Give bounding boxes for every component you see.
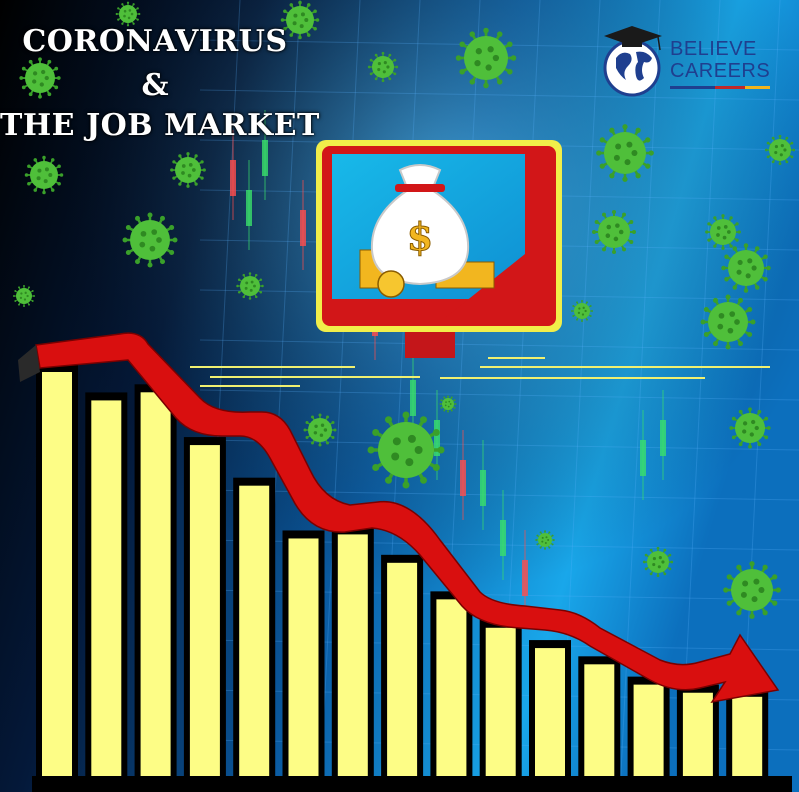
virus-icon xyxy=(122,212,178,268)
background-candle xyxy=(522,530,528,620)
monitor-neck xyxy=(405,330,455,358)
background-candle xyxy=(230,130,236,220)
believe-careers-logo: BELIEVE CAREERS xyxy=(600,18,785,98)
background-candle xyxy=(660,390,666,480)
globe-graduation-cap-icon xyxy=(603,26,662,97)
logo-line-2: CAREERS xyxy=(670,60,771,82)
virus-icon xyxy=(729,407,771,449)
logo-underline xyxy=(670,86,770,89)
background-candle xyxy=(300,180,306,270)
virus-particles xyxy=(13,0,796,619)
virus-icon xyxy=(367,411,445,489)
virus-icon xyxy=(115,1,141,27)
virus-icon xyxy=(723,561,781,619)
bar xyxy=(233,477,276,778)
virus-icon xyxy=(170,152,206,188)
monitor: $ xyxy=(316,140,562,358)
virus-icon xyxy=(721,243,771,293)
decline-arrow-body xyxy=(35,332,780,704)
virus-icon xyxy=(535,530,555,550)
virus-icon xyxy=(764,134,796,166)
title-line-2: & xyxy=(141,68,169,103)
bar xyxy=(627,676,670,778)
logo-line-1: BELIEVE xyxy=(670,38,757,60)
bar xyxy=(36,364,78,778)
title-line-1: CORONAVIRUS xyxy=(22,24,288,59)
virus-icon xyxy=(439,395,457,413)
background-candle xyxy=(460,430,466,520)
virus-icon xyxy=(571,300,593,322)
virus-icon xyxy=(19,57,61,99)
virus-icon xyxy=(367,51,399,83)
bar xyxy=(331,526,374,778)
bar xyxy=(134,384,177,778)
background-candle xyxy=(262,110,268,200)
virus-icon xyxy=(642,546,674,578)
monitor-red-sweep xyxy=(445,154,555,318)
virus-icon xyxy=(455,27,517,89)
title-line-3: THE JOB MARKET xyxy=(0,108,320,143)
virus-icon xyxy=(13,285,35,307)
bar xyxy=(676,684,719,778)
bar xyxy=(430,591,473,778)
virus-icon xyxy=(592,210,636,254)
background-candle xyxy=(640,410,646,500)
background-candle xyxy=(500,490,506,580)
bar xyxy=(282,530,325,778)
bar xyxy=(381,554,424,778)
bar xyxy=(479,619,522,778)
background-candle xyxy=(246,160,252,250)
virus-icon xyxy=(24,155,64,195)
bar xyxy=(726,688,769,778)
decline-arrow xyxy=(18,332,780,704)
money-bag-icon: $ xyxy=(359,164,495,298)
virus-icon xyxy=(596,124,654,182)
bar xyxy=(183,437,226,778)
virus-icon xyxy=(700,294,756,350)
virus-icon xyxy=(236,272,264,300)
bar-chart xyxy=(36,364,769,778)
arrow-tail-shadow xyxy=(18,345,40,382)
bar xyxy=(578,656,621,778)
virus-icon xyxy=(303,413,337,447)
dollar-symbol: $ xyxy=(407,214,433,259)
background-candle xyxy=(480,440,486,530)
virus-icon xyxy=(705,214,741,250)
bar xyxy=(85,392,128,778)
speed-lines xyxy=(190,357,770,387)
logo-wordmark: BELIEVE CAREERS xyxy=(670,38,770,82)
bar xyxy=(529,640,571,778)
bar-baseline xyxy=(32,776,792,792)
virus-icon xyxy=(280,0,320,40)
